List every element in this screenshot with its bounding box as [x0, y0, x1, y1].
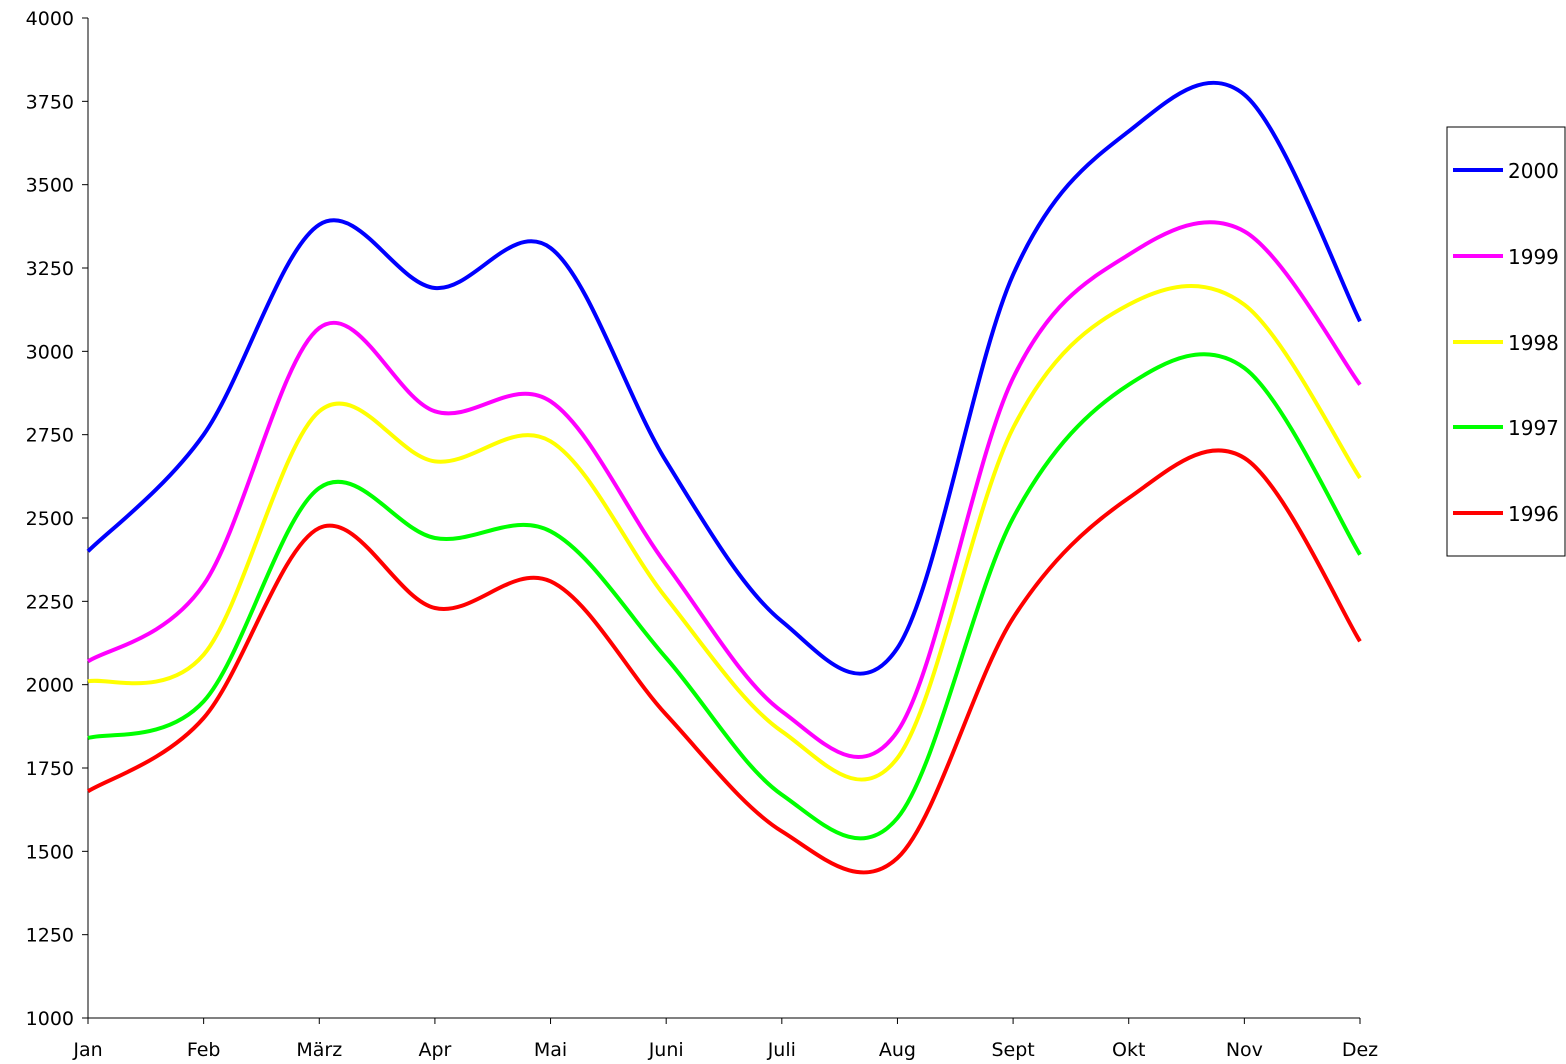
x-tick-label: Jan: [72, 1039, 102, 1061]
x-tick-label: Okt: [1112, 1039, 1145, 1061]
x-tick-label: März: [296, 1039, 342, 1061]
y-tick-label: 1000: [26, 1008, 74, 1030]
y-tick-label: 1500: [26, 841, 74, 863]
series-line-1996: [86, 448, 1362, 875]
legend-label-1999: 1999: [1508, 245, 1559, 269]
y-tick-label: 1250: [26, 925, 74, 947]
y-tick-label: 2500: [26, 508, 74, 530]
x-tick-label: Juli: [767, 1039, 796, 1061]
x-tick-label: Feb: [187, 1039, 221, 1061]
y-tick-label: 2000: [26, 675, 74, 697]
series-line-1999: [86, 220, 1362, 759]
series-layer: [86, 80, 1362, 875]
y-tick-label: 1750: [26, 758, 74, 780]
x-tick-label: Aug: [879, 1039, 916, 1061]
y-tick-label: 2250: [26, 591, 74, 613]
x-tick-label: Juni: [648, 1039, 684, 1061]
x-tick-label: Dez: [1342, 1039, 1378, 1061]
series-line-2000: [86, 80, 1362, 676]
legend-label-1998: 1998: [1508, 331, 1559, 355]
x-tick-label: Apr: [418, 1039, 451, 1061]
series-line-1998: [87, 284, 1362, 782]
x-tick-label: Mai: [534, 1039, 567, 1061]
x-tick-label: Nov: [1226, 1039, 1263, 1061]
legend: 2000 1999 1998 1997 1996: [1446, 126, 1566, 557]
series-line-1997: [87, 352, 1362, 841]
y-tick-label: 3750: [26, 91, 74, 113]
legend-label-1997: 1997: [1508, 416, 1559, 440]
legend-label-1996: 1996: [1508, 502, 1559, 526]
legend-label-2000: 2000: [1508, 159, 1559, 183]
y-tick-label: 3500: [26, 175, 74, 197]
y-tick-label: 3000: [26, 341, 74, 363]
axes: 1000 1250 1500 1750 2000 2250 2500 2750 3000 3250…: [26, 8, 1379, 1061]
y-tick-label: 4000: [26, 8, 74, 30]
y-tick-label: 3250: [26, 258, 74, 280]
y-tick-label: 2750: [26, 425, 74, 447]
x-tick-label: Sept: [991, 1039, 1034, 1061]
